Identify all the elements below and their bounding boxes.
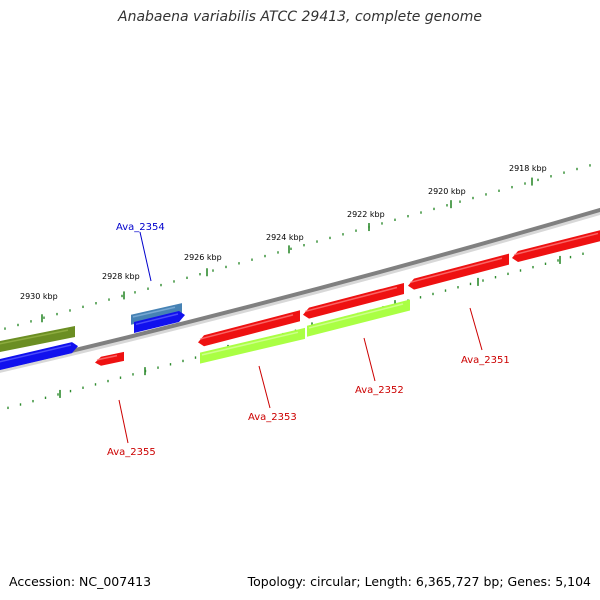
gene-feature-steelblue[interactable] <box>131 303 182 325</box>
genome-summary-text: Topology: circular; Length: 6,365,727 bp… <box>247 574 591 589</box>
genome-backbone <box>0 207 600 373</box>
gene-feature-red-3[interactable] <box>408 253 509 290</box>
scale-ticks <box>4 164 591 410</box>
gene-label[interactable]: Ava_2353 <box>248 412 297 423</box>
gene-labels: Ava_2354 Ava_2355 Ava_2353 Ava_2352 Ava_2351 <box>107 222 510 458</box>
scale-label: 2928 kbp <box>102 272 140 281</box>
gene-label[interactable]: Ava_2355 <box>107 447 156 458</box>
scale-label: 2920 kbp <box>428 187 466 196</box>
leader-line <box>469 307 483 351</box>
scale-label: 2926 kbp <box>184 253 222 262</box>
gene-feature-ava2355[interactable] <box>95 351 124 366</box>
genome-title: Anabaena variabilis ATCC 29413, complete… <box>118 9 482 25</box>
scale-label: 2924 kbp <box>266 233 304 242</box>
scale-label: 2918 kbp <box>509 164 547 173</box>
gene-feature-olive[interactable] <box>0 326 75 353</box>
gene-feature-red-1[interactable] <box>198 310 300 347</box>
scale-label: 2930 kbp <box>20 292 58 301</box>
leader-line <box>258 365 271 409</box>
gene-feature-blue-left[interactable] <box>0 342 78 371</box>
gene-feature-red-2[interactable] <box>303 282 404 319</box>
accession-text: Accession: NC_007413 <box>9 574 152 589</box>
leader-line <box>139 231 152 282</box>
scale-labels: 2930 kbp 2928 kbp 2926 kbp 2924 kbp 2922 kbp… <box>20 164 547 301</box>
backbone-line <box>0 207 600 370</box>
gene-label[interactable]: Ava_2354 <box>116 222 165 233</box>
gene-feature-red-4[interactable] <box>512 229 600 262</box>
gene-feature-blue-ava2354[interactable] <box>134 310 185 334</box>
leader-line <box>363 337 376 382</box>
gene-label-leaders <box>118 231 483 444</box>
scale-label: 2922 kbp <box>347 210 385 219</box>
leader-line <box>118 399 129 444</box>
gene-features <box>0 229 600 371</box>
gene-label[interactable]: Ava_2351 <box>461 355 510 366</box>
gene-feature-ava2353[interactable] <box>200 327 305 364</box>
gene-feature-ava2352[interactable] <box>307 299 410 337</box>
gene-label[interactable]: Ava_2352 <box>355 385 404 396</box>
